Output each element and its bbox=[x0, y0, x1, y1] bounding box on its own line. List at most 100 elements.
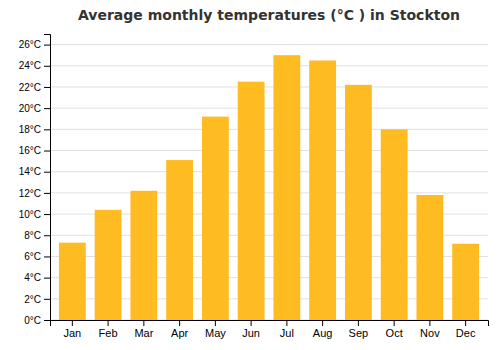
bar bbox=[345, 85, 372, 320]
y-tick-mark bbox=[44, 129, 50, 130]
x-tick-mark bbox=[358, 320, 359, 326]
bar bbox=[130, 191, 157, 320]
y-tick-mark bbox=[44, 278, 50, 279]
x-tick-label: May bbox=[205, 327, 226, 339]
x-tick: Apr bbox=[171, 320, 188, 339]
x-tick: Feb bbox=[99, 320, 118, 339]
y-tick-label: 6°C bbox=[24, 251, 41, 262]
x-tick: Jan bbox=[63, 320, 81, 339]
y-tick: 24°C bbox=[19, 60, 50, 71]
y-tick: 26°C bbox=[19, 39, 50, 50]
x-tick-label: Aug bbox=[313, 327, 333, 339]
y-tick: 2°C bbox=[24, 294, 50, 305]
x-tick-mark bbox=[179, 320, 180, 326]
bar bbox=[309, 60, 336, 320]
title: Average monthly temperatures (°C ) in St… bbox=[78, 7, 460, 23]
x-tick-mark bbox=[251, 320, 252, 326]
y-tick-mark bbox=[44, 151, 50, 152]
x-tick-label: Feb bbox=[99, 327, 118, 339]
grid-line bbox=[50, 171, 488, 172]
x-tick-mark bbox=[215, 320, 216, 326]
x-tick: Sep bbox=[349, 320, 369, 339]
x-tick-mark bbox=[286, 320, 287, 326]
x-tick: Nov bbox=[420, 320, 440, 339]
y-tick-mark bbox=[44, 108, 50, 109]
x-tick: Dec bbox=[456, 320, 476, 339]
y-tick: 12°C bbox=[19, 188, 50, 199]
y-tick: 14°C bbox=[19, 166, 50, 177]
x-tick-label: Nov bbox=[420, 327, 440, 339]
x-tick-mark bbox=[108, 320, 109, 326]
y-tick-label: 20°C bbox=[19, 103, 41, 114]
y-tick-label: 8°C bbox=[24, 230, 41, 241]
y-axis-line bbox=[44, 35, 51, 321]
x-tick-mark bbox=[322, 320, 323, 326]
grid-line bbox=[50, 192, 488, 193]
x-tick-label: Dec bbox=[456, 327, 476, 339]
y-tick: 18°C bbox=[19, 124, 50, 135]
bar bbox=[202, 117, 229, 320]
x-tick-label: Apr bbox=[171, 327, 188, 339]
y-tick: 4°C bbox=[24, 272, 50, 283]
bar bbox=[381, 129, 408, 320]
y-tick: 10°C bbox=[19, 209, 50, 220]
grid-line bbox=[50, 129, 488, 130]
y-tick-mark bbox=[44, 66, 50, 67]
bar bbox=[166, 160, 193, 320]
grid bbox=[50, 45, 488, 320]
y-tick-label: 4°C bbox=[24, 272, 41, 283]
y-tick: 0°C bbox=[24, 315, 50, 326]
x-tick-mark bbox=[429, 320, 430, 326]
y-tick-mark bbox=[44, 45, 50, 46]
y-tick-mark bbox=[44, 172, 50, 173]
x-tick-label: Jul bbox=[280, 327, 294, 339]
x-tick-mark bbox=[143, 320, 144, 326]
x-tick-mark bbox=[394, 320, 395, 326]
y-tick-label: 2°C bbox=[24, 294, 41, 305]
y-tick: 16°C bbox=[19, 145, 50, 156]
x-axis-line bbox=[51, 321, 489, 327]
grid-line bbox=[50, 86, 488, 87]
grid-line bbox=[50, 108, 488, 109]
x-tick-mark bbox=[72, 320, 73, 326]
x-tick-label: Jan bbox=[63, 327, 81, 339]
y-tick-mark bbox=[44, 299, 50, 300]
grid-line bbox=[50, 65, 488, 66]
y-tick-label: 14°C bbox=[19, 166, 41, 177]
bar bbox=[416, 195, 443, 320]
x-axis: Jan Feb Mar Apr May Jun Jul Aug Sep Oct Nov Dec bbox=[51, 320, 489, 339]
bar bbox=[238, 82, 265, 320]
chart: Jan Feb Mar Apr May Jun Jul Aug Sep Oct Nov Dec 0°C 2… bbox=[0, 0, 500, 350]
grid-line bbox=[50, 150, 488, 151]
y-tick-label: 16°C bbox=[19, 145, 41, 156]
y-tick-label: 10°C bbox=[19, 209, 41, 220]
bar bbox=[95, 210, 122, 320]
y-tick-mark bbox=[44, 193, 50, 194]
bars bbox=[59, 55, 479, 320]
grid-line bbox=[50, 44, 488, 45]
x-tick-label: Oct bbox=[386, 327, 403, 339]
y-axis: 0°C 2°C 4°C 6°C 8°C 10°C 12°C 14°C 16°C 18°C 20°C 2… bbox=[19, 35, 51, 326]
x-tick: May bbox=[205, 320, 226, 339]
y-tick-label: 12°C bbox=[19, 188, 41, 199]
x-tick: Oct bbox=[386, 320, 403, 339]
y-tick: 8°C bbox=[24, 230, 50, 241]
y-tick: 22°C bbox=[19, 82, 50, 93]
y-tick-mark bbox=[44, 214, 50, 215]
x-tick-label: Sep bbox=[349, 327, 369, 339]
x-tick-label: Mar bbox=[134, 327, 153, 339]
y-tick-label: 22°C bbox=[19, 82, 41, 93]
y-tick-mark bbox=[44, 87, 50, 88]
y-tick-label: 0°C bbox=[24, 315, 41, 326]
y-tick: 6°C bbox=[24, 251, 50, 262]
y-tick-mark bbox=[44, 256, 50, 257]
plot: Jan Feb Mar Apr May Jun Jul Aug Sep Oct Nov Dec 0°C 2… bbox=[19, 35, 489, 339]
y-tick: 20°C bbox=[19, 103, 50, 114]
y-tick-label: 26°C bbox=[19, 39, 41, 50]
y-tick-label: 18°C bbox=[19, 124, 41, 135]
x-tick: Aug bbox=[313, 320, 333, 339]
x-tick: Jul bbox=[280, 320, 294, 339]
bar bbox=[273, 55, 300, 320]
bar bbox=[59, 243, 86, 320]
x-tick: Jun bbox=[242, 320, 260, 339]
